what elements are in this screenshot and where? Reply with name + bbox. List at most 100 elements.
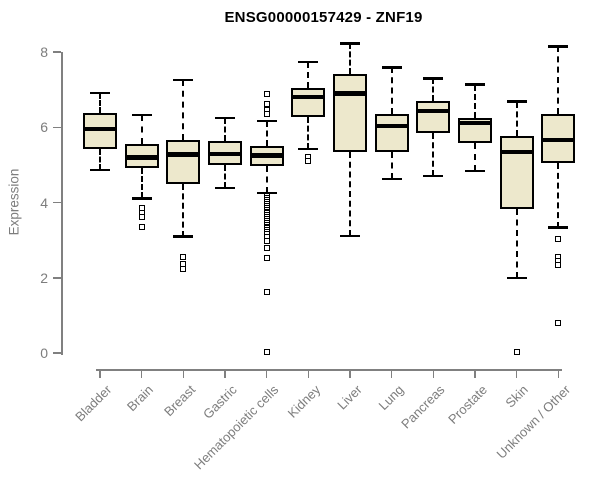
lower-whisker-bladder bbox=[99, 149, 101, 170]
outlier-point bbox=[513, 349, 520, 356]
lower-whisker-cap bbox=[506, 276, 527, 279]
median-line-breast bbox=[166, 152, 201, 157]
lower-whisker-cap bbox=[340, 234, 361, 238]
x-axis-tick bbox=[515, 370, 518, 378]
upper-whisker-cap bbox=[548, 45, 569, 48]
median-line-gastric bbox=[208, 151, 242, 157]
x-axis-tick bbox=[390, 370, 393, 378]
lower-whisker-cap bbox=[423, 174, 444, 178]
upper-whisker-prostate bbox=[474, 84, 477, 119]
y-tick-label: 6 bbox=[40, 119, 48, 136]
box-liver bbox=[333, 74, 368, 152]
lower-whisker-cap bbox=[465, 169, 486, 173]
upper-whisker-lung bbox=[390, 67, 393, 115]
lower-whisker-unknown-other bbox=[557, 163, 560, 228]
x-tick-label-prostate: Prostate bbox=[444, 382, 490, 427]
x-tick-label-brain: Brain bbox=[124, 382, 157, 415]
lower-whisker-kidney bbox=[307, 116, 310, 150]
median-line-bladder bbox=[83, 126, 117, 132]
lower-whisker-lung bbox=[390, 151, 393, 180]
outlier-point bbox=[263, 100, 270, 107]
outlier-point bbox=[263, 111, 270, 118]
x-axis-tick bbox=[432, 370, 435, 378]
y-axis-tick bbox=[53, 126, 61, 128]
outlier-point bbox=[555, 262, 562, 269]
outlier-point bbox=[263, 348, 270, 355]
lower-whisker-liver bbox=[349, 151, 352, 236]
median-line-liver bbox=[333, 91, 368, 96]
median-line-hematopoietic-cells bbox=[249, 153, 284, 158]
x-tick-label-liver: Liver bbox=[334, 382, 365, 413]
upper-whisker-cap bbox=[256, 119, 277, 123]
lower-whisker-breast bbox=[182, 184, 185, 237]
lower-whisker-cap bbox=[131, 197, 152, 200]
x-axis-tick bbox=[182, 370, 185, 378]
x-axis-tick bbox=[265, 370, 268, 378]
y-axis-line bbox=[61, 52, 63, 355]
y-tick-label: 4 bbox=[40, 194, 48, 211]
upper-whisker-unknown-other bbox=[557, 46, 560, 115]
x-tick-label-breast: Breast bbox=[160, 382, 198, 420]
x-axis-tick bbox=[557, 370, 560, 378]
x-axis-tick bbox=[307, 370, 310, 378]
lower-whisker-gastric bbox=[224, 164, 226, 189]
outlier-point bbox=[555, 320, 562, 327]
upper-whisker-cap bbox=[423, 77, 444, 80]
upper-whisker-pancreas bbox=[432, 78, 435, 101]
upper-whisker-cap bbox=[465, 83, 486, 86]
upper-whisker-brain bbox=[140, 114, 143, 144]
outlier-point bbox=[138, 213, 145, 220]
x-axis-tick bbox=[474, 370, 476, 378]
median-line-brain bbox=[124, 155, 159, 160]
upper-whisker-gastric bbox=[224, 118, 226, 142]
lower-whisker-skin bbox=[515, 209, 518, 278]
outlier-point bbox=[263, 91, 270, 98]
upper-whisker-bladder bbox=[99, 93, 101, 113]
upper-whisker-hematopoietic-cells bbox=[265, 120, 268, 146]
x-tick-label-bladder: Bladder bbox=[72, 382, 115, 425]
outlier-point bbox=[263, 255, 270, 262]
upper-whisker-kidney bbox=[307, 61, 310, 89]
lower-whisker-brain bbox=[140, 168, 143, 199]
x-axis-tick bbox=[99, 370, 101, 378]
x-axis-tick bbox=[140, 370, 143, 378]
median-line-skin bbox=[499, 149, 534, 155]
outlier-point bbox=[180, 266, 187, 273]
y-axis-tick bbox=[53, 277, 61, 279]
outlier-point bbox=[138, 223, 145, 230]
upper-whisker-cap bbox=[340, 42, 361, 45]
x-axis-tick bbox=[224, 370, 226, 378]
upper-whisker-skin bbox=[515, 101, 518, 136]
upper-whisker-cap bbox=[298, 60, 319, 64]
y-tick-label: 8 bbox=[40, 44, 48, 60]
box-lung bbox=[374, 114, 409, 152]
box-skin bbox=[499, 135, 534, 210]
outlier-point bbox=[180, 253, 187, 260]
upper-whisker-cap bbox=[381, 66, 402, 69]
upper-whisker-breast bbox=[182, 79, 185, 141]
median-line-prostate bbox=[458, 120, 493, 126]
lower-whisker-cap bbox=[215, 186, 235, 190]
outlier-point bbox=[263, 288, 270, 295]
x-tick-label-unknown-other: Unknown / Other bbox=[493, 382, 573, 462]
box-kidney bbox=[291, 88, 326, 117]
box-breast bbox=[166, 140, 201, 185]
upper-whisker-cap bbox=[215, 116, 235, 120]
x-tick-label-gastric: Gastric bbox=[199, 382, 240, 422]
outlier-point bbox=[305, 158, 312, 165]
upper-whisker-cap bbox=[506, 100, 527, 103]
outlier-point bbox=[263, 238, 270, 245]
lower-whisker-pancreas bbox=[432, 132, 435, 177]
lower-whisker-cap bbox=[173, 235, 194, 238]
y-tick-label: 0 bbox=[40, 345, 48, 361]
y-axis-tick bbox=[53, 201, 61, 204]
x-tick-label-lung: Lung bbox=[375, 382, 407, 414]
y-axis-tick bbox=[53, 352, 61, 354]
x-axis-line bbox=[96, 369, 562, 371]
outlier-point bbox=[263, 245, 270, 252]
median-line-kidney bbox=[291, 94, 326, 100]
x-tick-label-pancreas: Pancreas bbox=[398, 382, 448, 432]
upper-whisker-cap bbox=[173, 78, 194, 82]
lower-whisker-prostate bbox=[474, 143, 477, 171]
